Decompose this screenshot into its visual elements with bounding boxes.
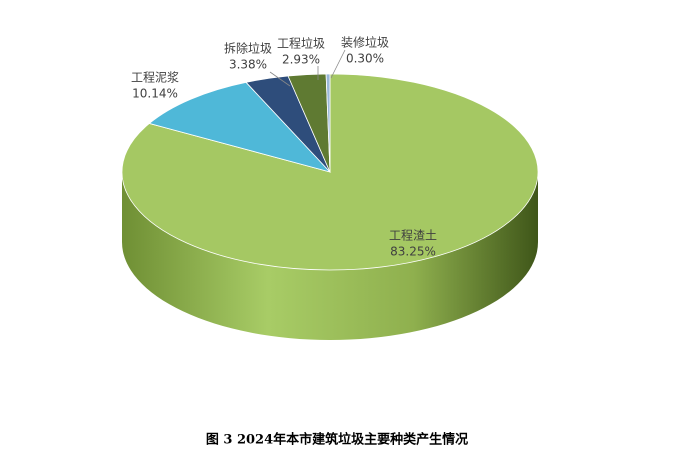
value-label: 0.30%: [346, 52, 384, 66]
category-label: 工程垃圾: [277, 36, 325, 51]
category-label: 装修垃圾: [341, 35, 389, 50]
slice: [148, 81, 332, 173]
value-label: 3.38%: [229, 58, 267, 72]
value-label: 2.93%: [282, 53, 320, 67]
chart-caption: 图 3 2024年本市建筑垃圾主要种类产生情况: [206, 432, 468, 448]
value-label: 83.25%: [390, 245, 436, 259]
category-label: 工程泥浆: [131, 70, 179, 85]
slice-side: [122, 172, 538, 340]
leader-line: [269, 71, 291, 87]
slice: [121, 73, 539, 271]
labels: 工程渣土 83.25% 工程泥浆 10.14% 拆除垃圾 3.38% 工程垃圾 2.93% 装修…: [131, 35, 437, 259]
value-label: 10.14%: [132, 87, 178, 101]
category-label: 工程渣土: [389, 228, 437, 243]
category-label: 拆除垃圾: [224, 41, 272, 56]
leader-line: [330, 49, 346, 79]
pie-tops: [121, 73, 539, 271]
pie-sides: [122, 172, 538, 340]
slice: [325, 73, 331, 173]
